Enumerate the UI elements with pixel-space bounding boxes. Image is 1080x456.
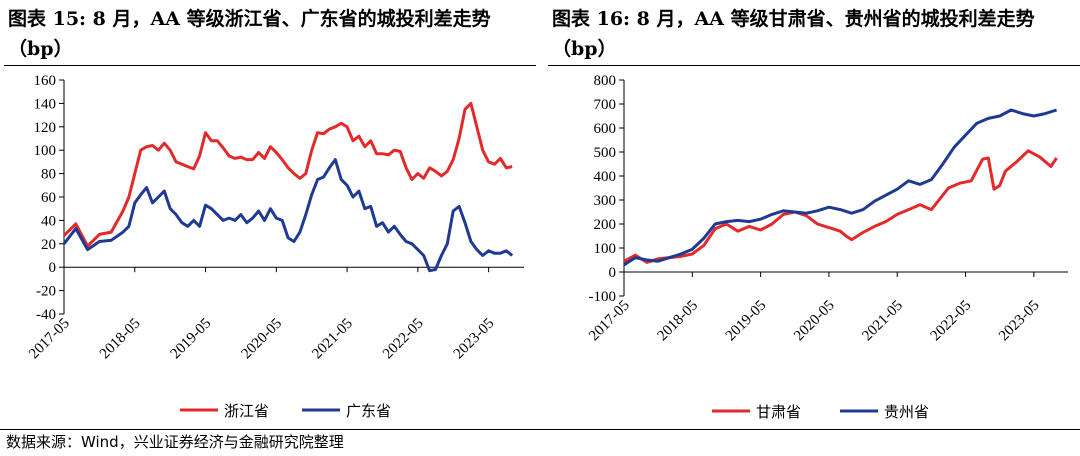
y-tick-label: 100 bbox=[594, 241, 617, 257]
x-tick-label: 2023-05 bbox=[996, 298, 1043, 345]
legend-label-1: 贵州省 bbox=[884, 403, 929, 421]
y-tick-label: 80 bbox=[41, 167, 56, 183]
x-tick-label: 2021-05 bbox=[859, 298, 906, 345]
y-tick-label: 140 bbox=[34, 96, 57, 112]
x-tick-label: 2020-05 bbox=[791, 298, 838, 345]
title-divider bbox=[4, 65, 536, 66]
series-line-0 bbox=[623, 149, 1058, 264]
y-tick-label: -100 bbox=[589, 289, 617, 305]
series-line-1 bbox=[623, 108, 1058, 267]
source-note: 数据来源：Wind，兴业证券经济与金融研究院整理 bbox=[6, 433, 344, 451]
y-tick-label: 400 bbox=[594, 169, 617, 185]
y-tick-label: 100 bbox=[34, 143, 57, 159]
title-divider bbox=[548, 65, 1080, 66]
legend-label-0: 甘肃省 bbox=[756, 403, 801, 421]
y-tick-label: 800 bbox=[594, 73, 617, 89]
x-tick-label: 2023-05 bbox=[451, 316, 498, 363]
x-tick-label: 2022-05 bbox=[928, 298, 975, 345]
x-tick-label: 2019-05 bbox=[168, 316, 215, 363]
chart-title: 图表 15: 8 月，AA 等级浙江省、广东省的城投利差走势（bp） bbox=[8, 8, 491, 60]
y-tick-label: 0 bbox=[49, 260, 57, 276]
y-tick-label: -40 bbox=[36, 307, 56, 323]
legend-label-1: 广东省 bbox=[346, 402, 391, 420]
series-line-1 bbox=[62, 158, 514, 273]
chart-panel-zhejiang-guangdong: 图表 15: 8 月，AA 等级浙江省、广东省的城投利差走势（bp） -40 -2… bbox=[4, 0, 536, 430]
x-tick-label: 2020-05 bbox=[238, 316, 285, 363]
legend-label-0: 浙江省 bbox=[224, 402, 269, 420]
series-line-0 bbox=[62, 101, 513, 248]
y-tick-label: 40 bbox=[41, 213, 56, 229]
y-tick-label: 300 bbox=[594, 193, 617, 209]
y-tick-label: 160 bbox=[34, 73, 57, 89]
y-tick-label: 600 bbox=[594, 121, 617, 137]
y-tick-label: 20 bbox=[41, 237, 56, 253]
chart-title: 图表 16: 8 月，AA 等级甘肃省、贵州省的城投利差走势（bp） bbox=[552, 8, 1035, 60]
x-tick-label: 2022-05 bbox=[380, 316, 427, 363]
x-tick-label: 2019-05 bbox=[723, 298, 770, 345]
y-tick-label: 200 bbox=[594, 217, 617, 233]
chart-panel-gansu-guizhou: 图表 16: 8 月，AA 等级甘肃省、贵州省的城投利差走势（bp） -100 0… bbox=[548, 0, 1080, 430]
x-tick-label: 2018-05 bbox=[654, 298, 701, 345]
y-tick-label: 0 bbox=[609, 265, 617, 281]
y-tick-label: -20 bbox=[36, 284, 56, 300]
y-tick-label: 120 bbox=[34, 120, 57, 136]
x-tick-label: 2021-05 bbox=[309, 316, 356, 363]
y-tick-label: 700 bbox=[594, 97, 617, 113]
y-tick-label: 500 bbox=[594, 145, 617, 161]
footer-divider bbox=[0, 429, 1080, 430]
y-tick-label: 60 bbox=[41, 190, 56, 206]
x-tick-label: 2018-05 bbox=[97, 316, 144, 363]
